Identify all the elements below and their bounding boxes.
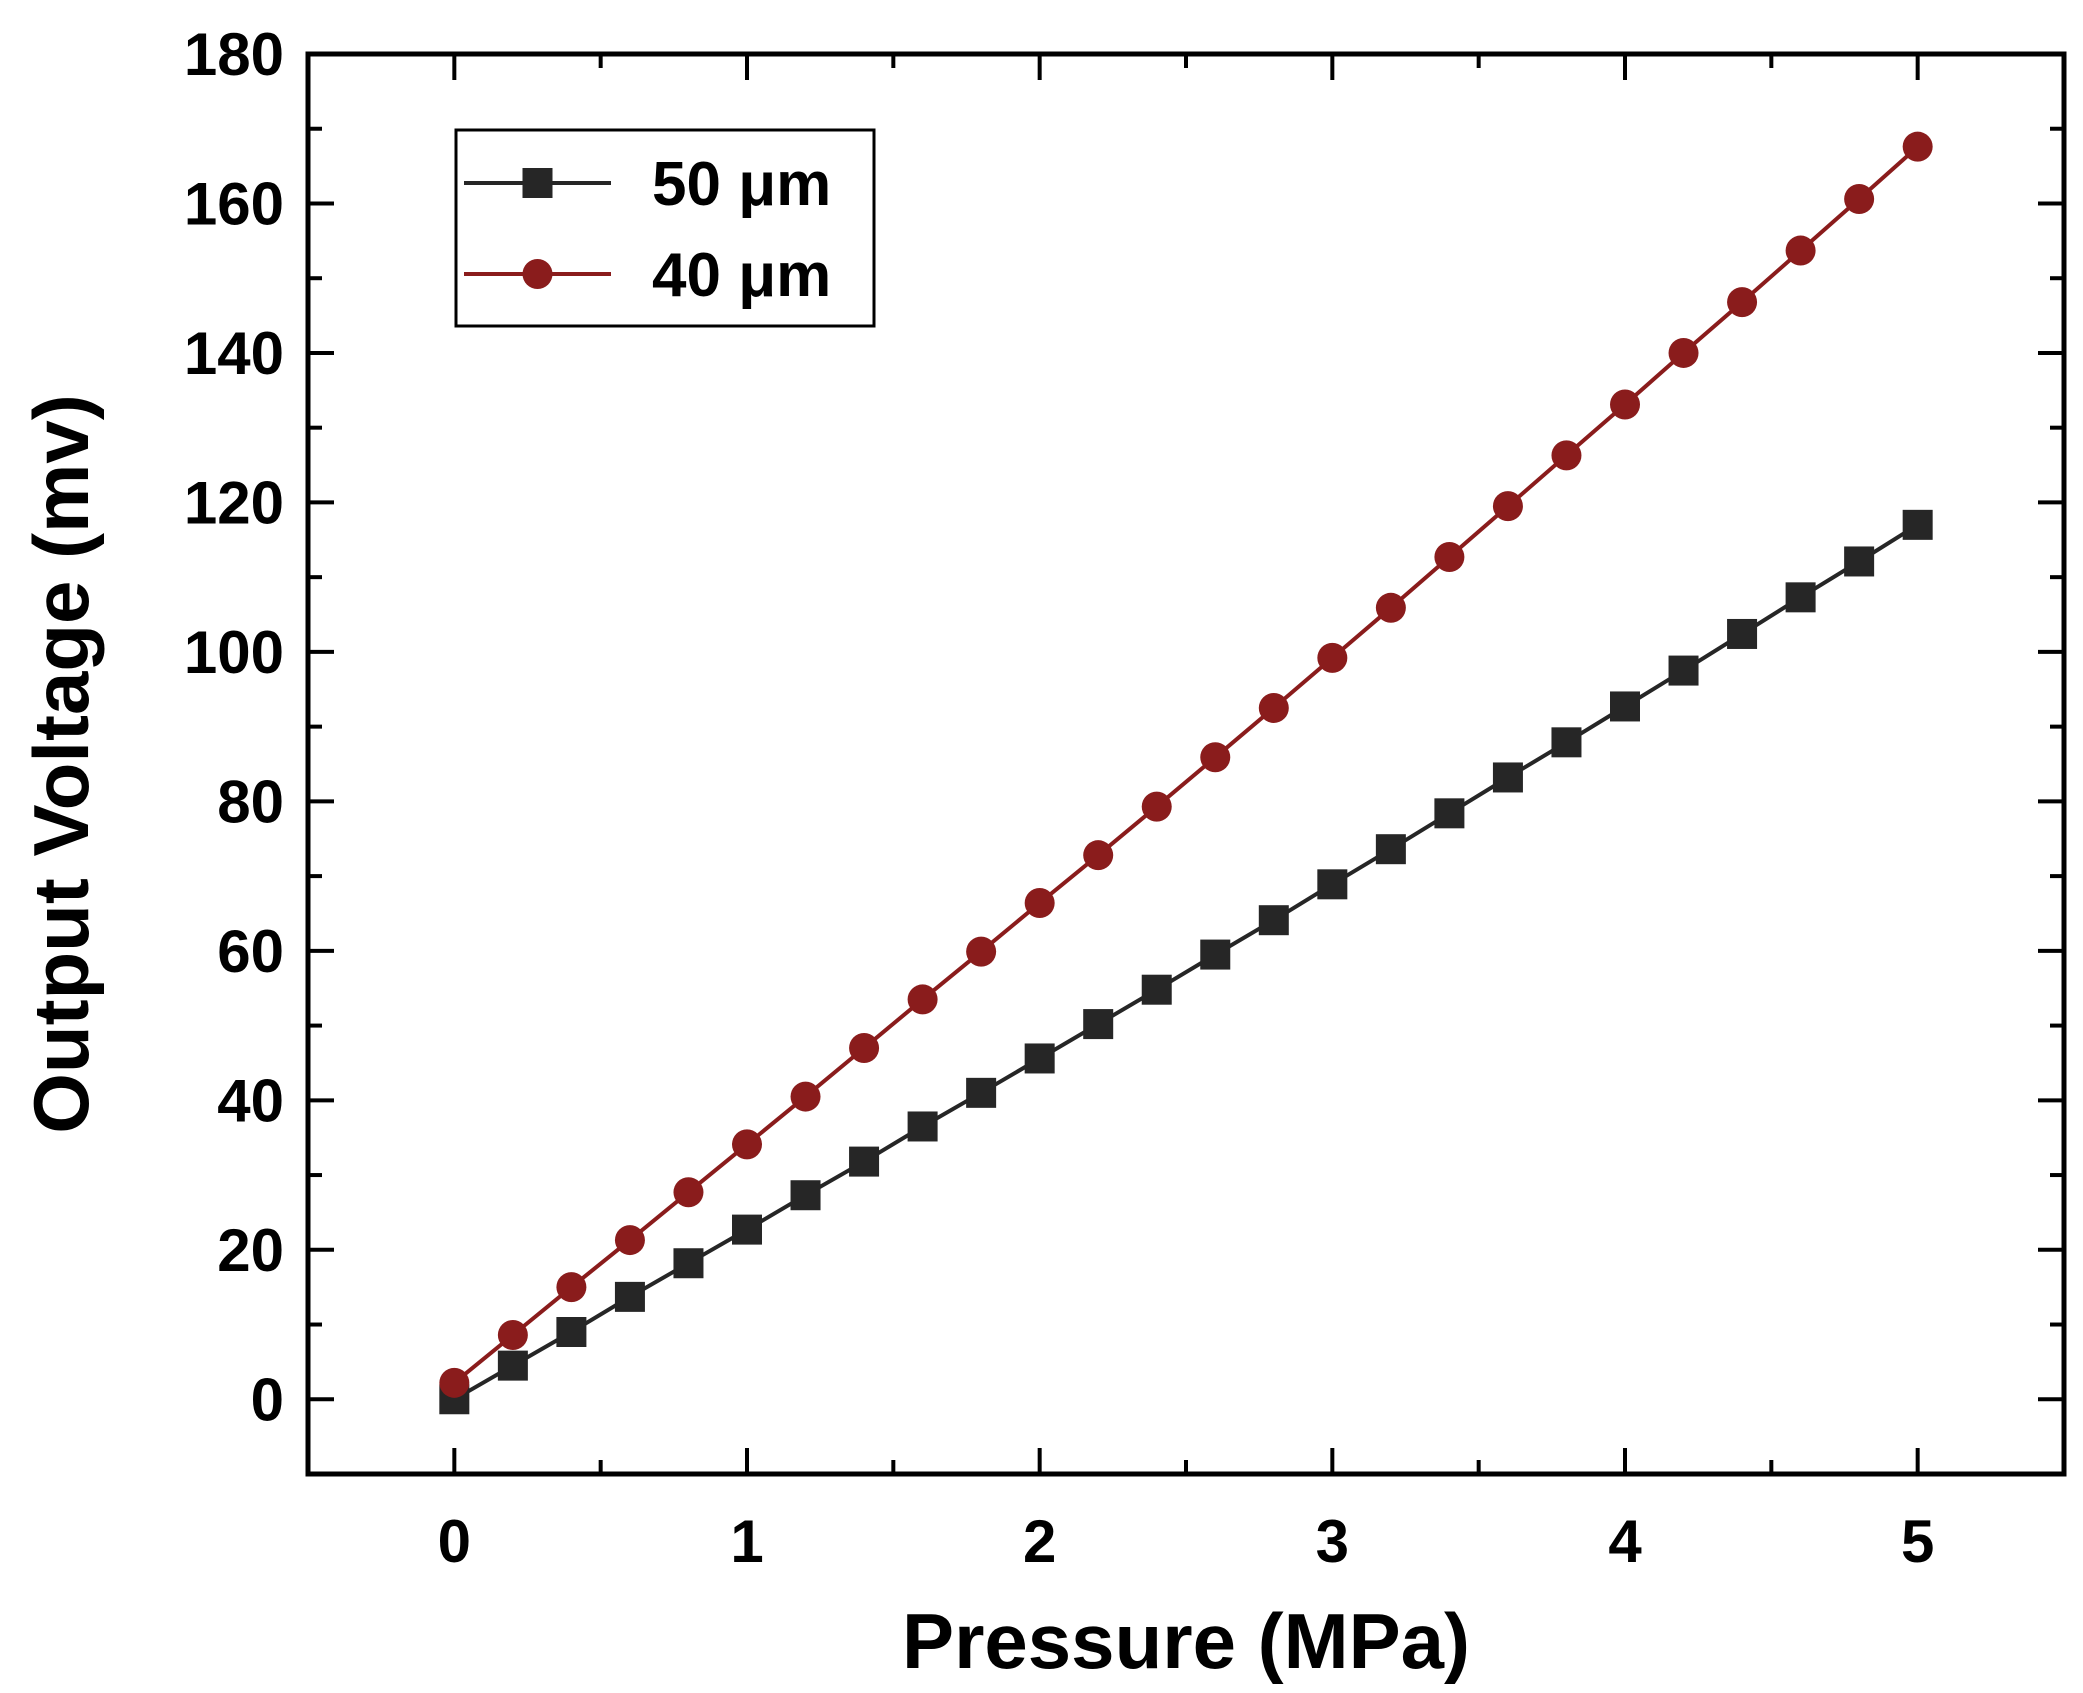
axis-ticks-group: 0 1 2 3 4 5 0 20 40 60 80 100 120 140 160 180 [184,21,2066,1575]
data-point-50um [966,1077,997,1108]
data-point-50um [556,1317,587,1347]
legend-label-50um: 50 μm [652,150,831,219]
data-point-40um [497,1319,528,1350]
x-tick-label: 0 [438,1508,471,1575]
data-point-40um [673,1177,704,1208]
x-tick-label: 1 [730,1508,763,1575]
data-point-40um [1317,642,1348,673]
data-point-40um [1551,440,1582,471]
data-point-50um [790,1180,821,1211]
data-point-50um [1024,1043,1055,1074]
data-point-50um [1434,798,1465,829]
data-point-40um [1024,888,1055,919]
y-axis-title: Output Voltage (mv) [17,394,105,1134]
y-tick-label: 120 [184,469,284,536]
y-tick-label: 40 [217,1067,284,1134]
data-point-50um [1375,834,1406,865]
data-point-40um [556,1272,587,1303]
plot-frame [305,51,2067,1477]
y-tick-label: 0 [251,1366,284,1433]
data-point-50um [1844,546,1875,577]
data-point-40um [1083,840,1114,871]
legend: 50 μm 40 μm [454,128,876,328]
data-point-50um [673,1248,704,1279]
data-point-40um [439,1367,470,1398]
data-point-40um [732,1129,762,1160]
data-point-50um [1492,762,1523,793]
data-point-50um [849,1146,880,1177]
data-point-50um [1317,869,1348,900]
y-tick-label: 180 [184,21,284,88]
data-point-50um [1551,727,1582,758]
data-point-50um [732,1214,762,1245]
data-point-50um [1668,655,1699,686]
y-tick-label: 20 [217,1217,284,1284]
x-tick-label: 5 [1901,1508,1934,1575]
data-point-50um [1902,509,1933,540]
data-point-40um [614,1225,645,1256]
y-tick-label: 100 [184,619,284,686]
data-point-40um [1844,183,1875,214]
data-point-40um [849,1033,880,1063]
x-tick-label: 4 [1608,1508,1642,1575]
data-point-40um [1200,742,1231,773]
legend-marker-50um [522,168,553,198]
data-point-40um [1375,592,1406,623]
data-point-40um [1727,287,1758,318]
y-tick-label: 60 [217,918,284,985]
y-tick-label: 160 [184,170,284,237]
x-axis-title: Pressure (MPa) [902,1597,1470,1685]
data-point-40um [1902,131,1933,162]
data-point-40um [1668,337,1699,368]
data-point-50um [1200,939,1231,970]
data-point-50um [1083,1009,1114,1040]
data-point-40um [907,984,938,1015]
x-tick-label: 3 [1316,1508,1349,1575]
data-point-50um [1141,974,1172,1005]
data-point-40um [1434,541,1465,572]
y-tick-label: 80 [217,768,284,835]
data-point-50um [907,1111,938,1142]
data-point-50um [1258,905,1289,936]
data-point-40um [966,936,997,967]
data-point-40um [790,1081,821,1112]
data-point-40um [1141,791,1172,822]
series-group [439,131,1933,1415]
legend-box [454,128,876,328]
legend-label-40um: 40 μm [652,241,831,310]
y-tick-label: 140 [184,320,284,387]
data-point-50um [1727,618,1758,649]
data-point-40um [1258,692,1289,723]
data-point-50um [614,1281,645,1312]
data-point-50um [497,1350,528,1381]
data-point-40um [1785,235,1816,266]
legend-marker-40um [522,259,553,289]
data-point-40um [1610,389,1640,420]
data-point-50um [1785,582,1816,613]
x-tick-label: 2 [1023,1508,1056,1575]
data-point-50um [1610,691,1640,722]
data-point-40um [1492,491,1523,522]
